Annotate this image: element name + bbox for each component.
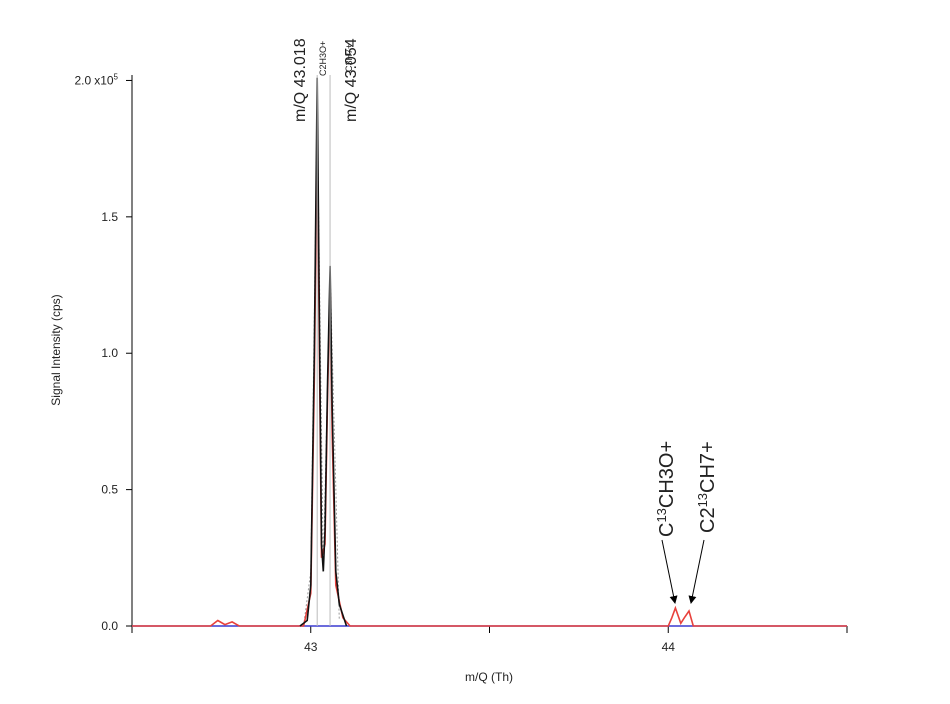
y-tick-label: 1.5 <box>101 210 118 224</box>
arrow <box>688 539 705 604</box>
isotope-label: C213CH7+ <box>695 441 719 533</box>
y-scale-base: x10 <box>94 73 114 87</box>
isotope-part: CH7+ <box>697 441 719 493</box>
marker-formula: C3H7+ <box>344 44 354 72</box>
marker-label: m/Q 43.018 <box>292 38 309 122</box>
y-tick-label: 0.5 <box>101 483 118 497</box>
isotope-part: CH3O+ <box>656 441 678 508</box>
y-tick-label: 0.0 <box>101 619 118 633</box>
isotope-part: C <box>656 523 678 537</box>
y-tick-label: 1.0 <box>101 346 118 360</box>
spectrum-line <box>132 129 847 627</box>
isotope-part: C2 <box>697 507 719 533</box>
x-axis-label: m/Q (Th) <box>465 670 513 684</box>
y-tick-label: 2.0 x105 <box>75 72 119 87</box>
spectrum-line <box>299 77 348 627</box>
y-tick-text: 1.5 <box>101 210 118 224</box>
y-tick-text: 0.0 <box>101 619 118 633</box>
y-scale-exponent: 5 <box>114 72 119 81</box>
isotope-sup: 13 <box>695 493 710 507</box>
y-tick-text: 0.5 <box>101 483 118 497</box>
y-axis-label: Signal Intensity (cps) <box>49 294 63 405</box>
marker-label: m/Q 43.054 <box>343 38 360 122</box>
y-tick-text: 1.0 <box>101 346 118 360</box>
isotope-label: C13CH3O+ <box>654 441 678 537</box>
x-tick-label: 44 <box>662 640 676 654</box>
marker-formula: C2H3O+ <box>318 41 328 76</box>
y-tick-text: 2.0 <box>75 73 92 87</box>
isotope-sup: 13 <box>654 508 669 522</box>
x-tick-label: 43 <box>304 640 318 654</box>
arrow <box>661 539 678 604</box>
